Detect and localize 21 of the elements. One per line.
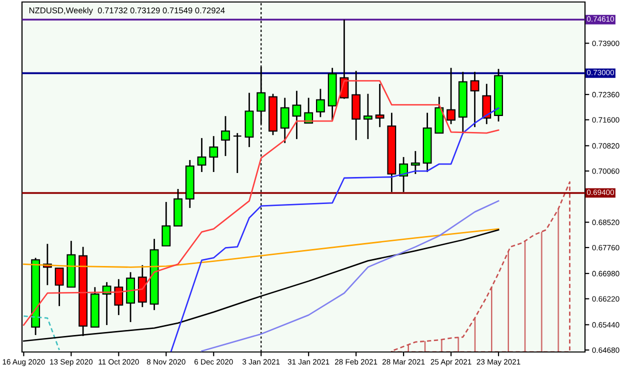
candlestick <box>470 71 480 128</box>
candlestick <box>316 88 325 118</box>
candlestick <box>221 115 230 157</box>
candlestick <box>446 67 456 125</box>
candlestick <box>232 132 242 174</box>
candlestick <box>482 83 492 125</box>
candlestick <box>209 135 218 173</box>
candlestick <box>363 93 372 140</box>
line-series <box>201 200 500 352</box>
candlestick <box>197 137 206 173</box>
line-series <box>23 228 500 268</box>
candlestick <box>292 90 302 140</box>
candlestick <box>54 267 64 307</box>
candlestick <box>304 97 314 124</box>
candlestick <box>162 201 171 247</box>
candlestick <box>114 278 124 316</box>
candlestick <box>399 156 408 193</box>
candlestick <box>410 150 420 175</box>
candlestick <box>375 83 384 128</box>
candlestick <box>280 97 290 144</box>
text: NZDUSD,Weekly 0.71732 0.73129 0.71549 0.72924 <box>29 7 225 16</box>
